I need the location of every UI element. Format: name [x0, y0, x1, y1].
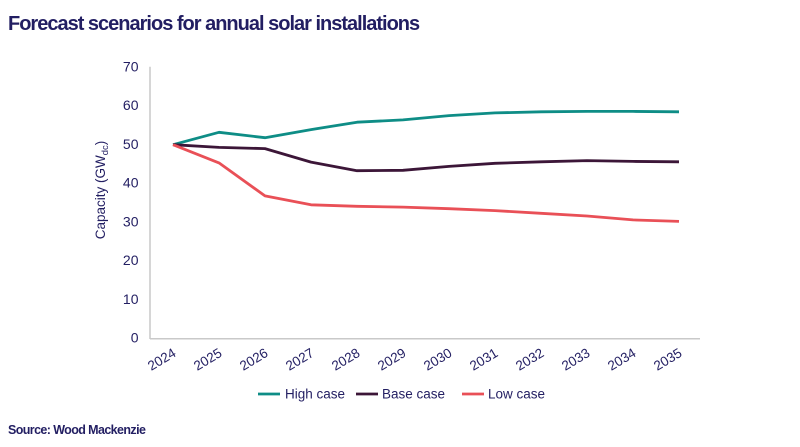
- svg-text:2028: 2028: [329, 345, 362, 373]
- svg-text:2034: 2034: [605, 345, 639, 374]
- svg-text:2026: 2026: [237, 345, 270, 373]
- svg-text:High case: High case: [285, 387, 345, 402]
- svg-text:Base case: Base case: [382, 387, 445, 402]
- svg-text:0: 0: [131, 330, 139, 346]
- svg-text:60: 60: [123, 97, 139, 113]
- svg-text:2025: 2025: [191, 345, 224, 373]
- svg-text:2024: 2024: [145, 345, 179, 374]
- svg-text:Low case: Low case: [488, 387, 545, 402]
- svg-text:2031: 2031: [467, 345, 500, 373]
- svg-text:70: 70: [123, 58, 139, 74]
- svg-text:10: 10: [123, 291, 139, 307]
- svg-text:20: 20: [123, 252, 139, 268]
- svg-text:30: 30: [123, 213, 139, 229]
- svg-text:50: 50: [123, 136, 139, 152]
- svg-text:2027: 2027: [283, 345, 316, 373]
- svg-text:2030: 2030: [421, 345, 454, 373]
- svg-text:2032: 2032: [513, 345, 546, 373]
- svg-text:2033: 2033: [559, 345, 592, 373]
- svg-text:Capacity (GWdc): Capacity (GWdc): [93, 141, 111, 240]
- svg-text:2035: 2035: [651, 345, 684, 373]
- svg-text:2029: 2029: [375, 345, 408, 373]
- svg-text:40: 40: [123, 175, 139, 191]
